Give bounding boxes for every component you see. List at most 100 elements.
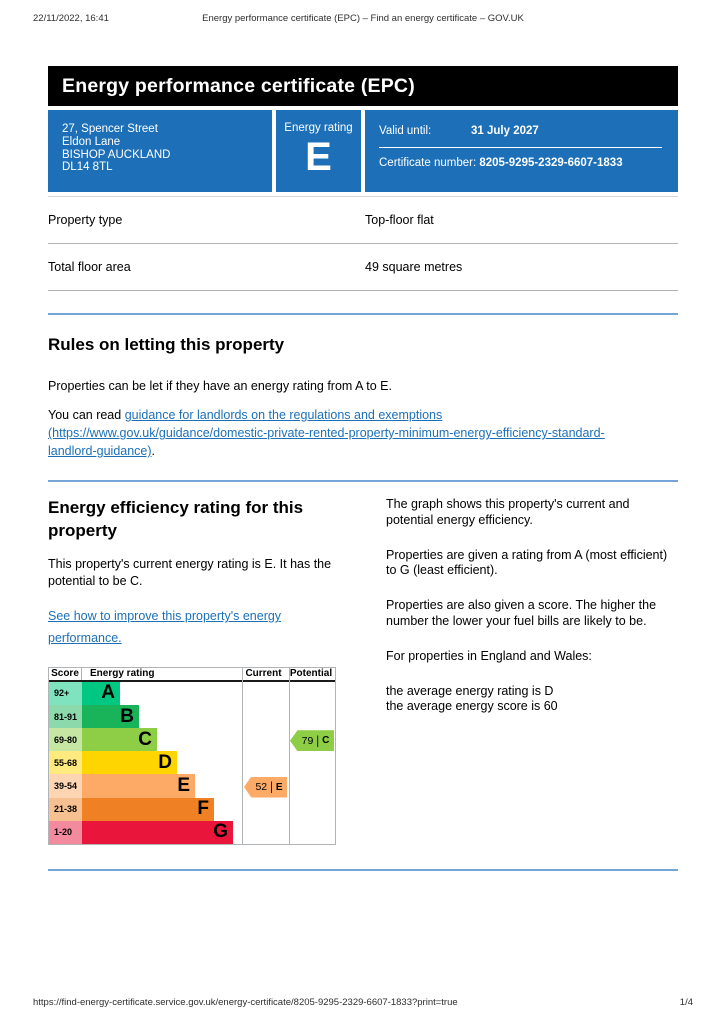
summary-row-label: Total floor area xyxy=(48,260,131,274)
summary-row: Property type Top-floor flat xyxy=(48,197,678,244)
epc-band-row: 21-38 F xyxy=(49,797,335,821)
average-line: the average energy rating is D xyxy=(386,684,554,699)
summary-row-value: Top-floor flat xyxy=(365,213,434,227)
epc-band-letter: A xyxy=(101,682,115,704)
average-line: the average energy score is 60 xyxy=(386,699,558,714)
section-divider xyxy=(48,868,678,871)
certificate-number-label: Certificate number: xyxy=(379,157,477,169)
energy-rating-label: Energy rating xyxy=(284,122,353,134)
page-number: 1/4 xyxy=(679,997,693,1008)
certificate-title-banner: Energy performance certificate (EPC) xyxy=(48,66,678,106)
epc-band-row: 1-20 G xyxy=(49,820,335,844)
current-rating-marker: 52 | E xyxy=(244,776,287,798)
efficiency-summary-paragraph: This property's current energy rating is… xyxy=(48,556,332,588)
summary-row-label: Property type xyxy=(48,213,123,227)
landlord-guidance-link[interactable]: guidance for landlords on the regulation… xyxy=(48,408,605,459)
efficiency-heading: Energy efficiency rating for this proper… xyxy=(48,498,304,540)
epc-band-row: 92+ A xyxy=(49,681,335,706)
valid-until-date: 31 July 2027 xyxy=(471,125,539,137)
epc-band-score: 39-54 xyxy=(49,774,82,798)
potential-column-line xyxy=(289,667,290,844)
epc-band-letter: B xyxy=(120,705,134,727)
epc-band-score: 69-80 xyxy=(49,728,82,752)
print-footer: https://find-energy-certificate.service.… xyxy=(33,997,693,1008)
epc-chart-header: Score Energy rating Current Potential xyxy=(49,667,335,682)
energy-rating-box: Energy rating E xyxy=(276,110,361,192)
certificate-summary-banner: 27, Spencer Street Eldon Lane BISHOP AUCKL… xyxy=(48,110,678,192)
section-divider xyxy=(48,480,678,483)
efficiency-section: Energy efficiency rating for this proper… xyxy=(48,497,678,845)
epc-band-letter: C xyxy=(138,728,152,750)
graph-explanation-paragraphs: The graph shows this property's current … xyxy=(386,497,678,664)
epc-band-letter: F xyxy=(197,798,209,820)
current-column-line xyxy=(242,667,243,844)
epc-band-bar: G xyxy=(82,820,233,844)
property-address: 27, Spencer Street Eldon Lane BISHOP AUCKL… xyxy=(48,110,272,192)
section-divider xyxy=(48,313,678,315)
marker-score: 52 xyxy=(255,781,268,794)
explanation-paragraph: The graph shows this property's current … xyxy=(386,497,630,527)
footer-url: https://find-energy-certificate.service.… xyxy=(33,997,458,1008)
epc-band-letter: E xyxy=(177,775,190,797)
marker-letter: E xyxy=(275,781,283,793)
marker-pipe: | xyxy=(316,734,320,748)
print-header: 22/11/2022, 16:41 Energy performance cer… xyxy=(33,13,693,24)
epc-band-rows: 92+ A 81-91 B 69-80 C 55-68 D 39-54 E 21-38 F 1-20 G xyxy=(49,681,335,844)
certificate-page: Energy performance certificate (EPC) 27,… xyxy=(48,66,678,871)
energy-rating-letter: E xyxy=(305,135,332,179)
potential-rating-marker: 79 | C xyxy=(290,730,334,752)
print-datetime: 22/11/2022, 16:41 xyxy=(33,13,109,24)
epc-chart: Score Energy rating Current Potential 92… xyxy=(48,666,336,845)
rules-paragraph: Properties can be let if they have an en… xyxy=(48,379,392,394)
epc-band-score: 81-91 xyxy=(49,705,82,729)
epc-band-score: 1-20 xyxy=(49,820,82,844)
address-line: DL14 8TL xyxy=(62,161,113,174)
efficiency-left-column: Energy efficiency rating for this proper… xyxy=(48,497,338,845)
rules-link-suffix: . xyxy=(151,444,156,459)
epc-band-score: 21-38 xyxy=(49,797,82,821)
rules-section: Rules on letting this property Propertie… xyxy=(48,334,678,460)
marker-score: 79 xyxy=(301,734,314,747)
certificate-details-box: Valid until: 31 July 2027 Certificate nu… xyxy=(365,110,678,192)
summary-table: Property type Top-floor flat Total floor a… xyxy=(48,196,678,291)
efficiency-right-column: The graph shows this property's current … xyxy=(386,497,678,714)
epc-band-letter: D xyxy=(158,751,172,773)
epc-band-row: 55-68 D xyxy=(49,751,335,775)
explanation-paragraph: Properties are given a rating from A (mo… xyxy=(386,547,668,578)
summary-row-value: 49 square metres xyxy=(365,260,463,274)
epc-band-score: 55-68 xyxy=(49,751,82,775)
summary-row: Total floor area 49 square metres xyxy=(48,244,678,291)
address-line: 27, Spencer Street xyxy=(62,123,158,135)
epc-band-bar: A xyxy=(82,681,120,706)
valid-until-label: Valid until: xyxy=(379,125,432,137)
epc-band-bar: D xyxy=(82,751,177,775)
marker-pipe: | xyxy=(270,780,273,794)
epc-band-bar: F xyxy=(82,797,214,821)
rating-column-header: Energy rating xyxy=(90,668,155,680)
rules-link-prefix: You can read xyxy=(48,408,125,423)
potential-column-header: Potential xyxy=(289,668,333,680)
print-page-title: Energy performance certificate (EPC) – F… xyxy=(202,13,524,24)
epc-band-letter: G xyxy=(213,821,228,843)
address-line: Eldon Lane xyxy=(62,135,121,148)
explanation-paragraph: Properties are also given a score. The h… xyxy=(386,598,657,628)
marker-letter: C xyxy=(322,735,330,747)
epc-band-row: 69-80 C xyxy=(49,728,335,752)
certificate-number: 8205-9295-2329-6607-1833 xyxy=(479,157,623,169)
banner-divider xyxy=(379,147,662,148)
epc-band-row: 81-91 B xyxy=(49,705,335,729)
epc-band-score: 92+ xyxy=(49,681,82,706)
score-column-header: Score xyxy=(49,667,82,680)
address-line: BISHOP AUCKLAND xyxy=(62,148,171,161)
epc-band-bar: E xyxy=(82,774,195,798)
explanation-paragraph: For properties in England and Wales: xyxy=(386,648,592,663)
epc-band-row: 39-54 E xyxy=(49,774,335,798)
improve-performance-link[interactable]: See how to improve this property's energ… xyxy=(48,609,282,645)
epc-band-bar: B xyxy=(82,705,139,729)
page-title: Energy performance certificate (EPC) xyxy=(62,74,415,97)
rules-guidance-paragraph: You can read guidance for landlords on t… xyxy=(48,406,648,460)
current-column-header: Current xyxy=(245,668,282,680)
epc-band-bar: C xyxy=(82,728,157,752)
rules-heading: Rules on letting this property xyxy=(48,335,285,354)
